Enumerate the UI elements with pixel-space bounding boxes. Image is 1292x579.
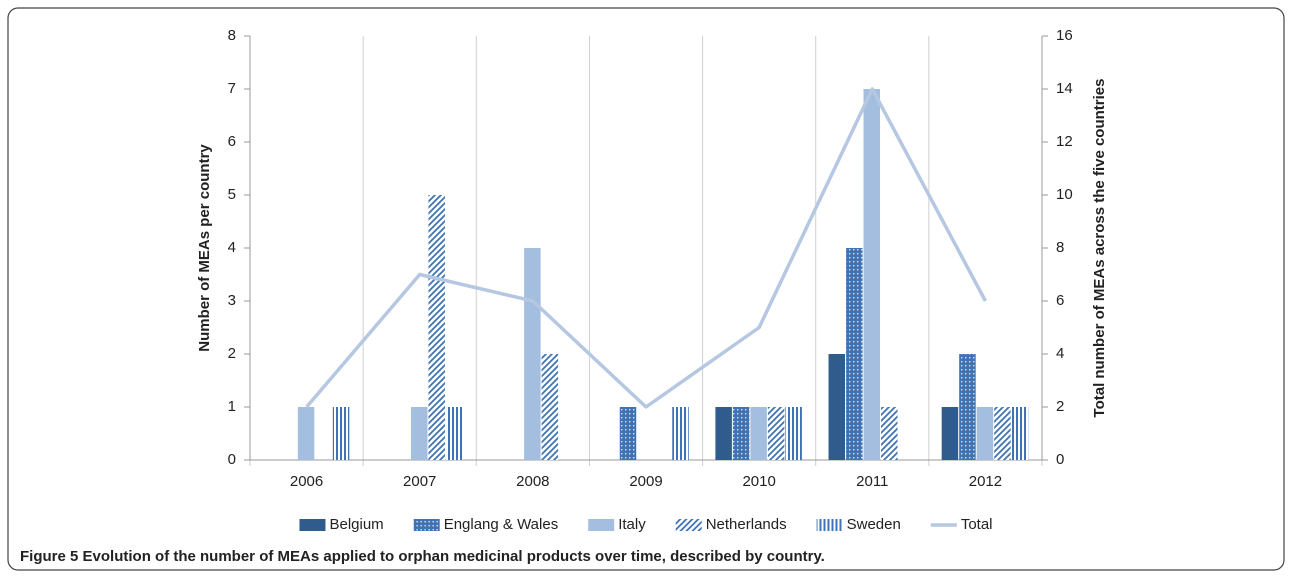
y2-tick-label: 14 [1056,80,1073,97]
bar [959,354,976,460]
bar [863,89,881,460]
bar [941,407,959,460]
legend-label: Netherlands [706,516,787,533]
bar [410,407,428,460]
bar [297,407,315,460]
bar [750,407,767,460]
bar [732,407,750,460]
y2-tick-label: 16 [1056,27,1073,44]
bar [428,195,445,460]
bar [994,407,1011,460]
bar [524,248,541,460]
y2-tick-label: 0 [1056,451,1064,468]
x-tick-label: 2009 [629,473,662,490]
y-tick-label: 7 [228,80,236,97]
y-tick-label: 5 [228,186,236,203]
bar [767,407,785,460]
legend-swatch [413,519,440,531]
bar [846,248,863,460]
bar [1011,407,1029,460]
total-line [305,87,987,409]
x-tick-label: 2010 [742,473,775,490]
caption-text: Evolution of the number of MEAs applied … [83,548,825,565]
y2-tick-label: 8 [1056,239,1064,256]
legend-swatch [588,519,615,531]
bar [332,407,350,460]
y-tick-label: 6 [228,133,236,150]
y2-tick-label: 4 [1056,345,1064,362]
y-axis-title: Number of MEAs per country [196,144,213,352]
legend-swatch [816,519,843,531]
legend-label: Italy [618,516,646,533]
y2-tick-label: 10 [1056,186,1073,203]
y-tick-label: 8 [228,27,236,44]
y-tick-label: 4 [228,239,236,256]
bar [976,407,994,460]
legend-label: Englang & Wales [444,516,559,533]
legend-label: Total [961,516,993,533]
caption: Figure 5 Evolution of the number of MEAs… [20,548,825,565]
y-tick-label: 3 [228,292,236,309]
bar [785,407,802,460]
x-tick-label: 2008 [516,473,549,490]
bar [541,354,559,460]
y2-tick-label: 6 [1056,292,1064,309]
y2-tick-label: 12 [1056,133,1073,150]
y2-axis-title: Total number of MEAs across the five cou… [1091,79,1108,418]
x-tick-label: 2007 [403,473,436,490]
y2-tick-label: 2 [1056,398,1064,415]
bar [619,407,637,460]
bar [881,407,898,460]
legend-label: Sweden [847,516,901,533]
legend-swatch [299,519,326,531]
legend-label: Belgium [329,516,383,533]
bar [715,407,732,460]
y-tick-label: 1 [228,398,236,415]
legend: Belgium Englang & Wales Italy Netherlands Sw… [299,516,993,533]
bar [445,407,463,460]
y-tick-label: 2 [228,345,236,362]
caption-label: Figure 5 [20,548,78,565]
x-tick-label: 2012 [969,473,1002,490]
frame [7,7,1285,571]
y-tick-label: 0 [228,451,236,468]
x-tick-label: 2011 [856,473,888,490]
legend-swatch [675,519,702,531]
bar [672,407,689,460]
x-tick-label: 2006 [290,473,323,490]
bar [828,354,846,460]
